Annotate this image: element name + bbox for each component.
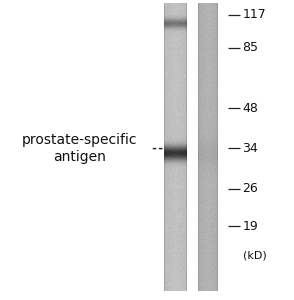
Text: (kD): (kD)	[243, 250, 266, 260]
Text: 85: 85	[243, 41, 258, 54]
Text: 117: 117	[243, 8, 266, 21]
Text: 19: 19	[243, 220, 258, 233]
Text: --: --	[150, 142, 164, 155]
Text: 48: 48	[243, 102, 258, 115]
Text: prostate-specific
antigen: prostate-specific antigen	[22, 133, 137, 164]
Text: 26: 26	[243, 182, 258, 195]
Text: 34: 34	[243, 142, 258, 155]
